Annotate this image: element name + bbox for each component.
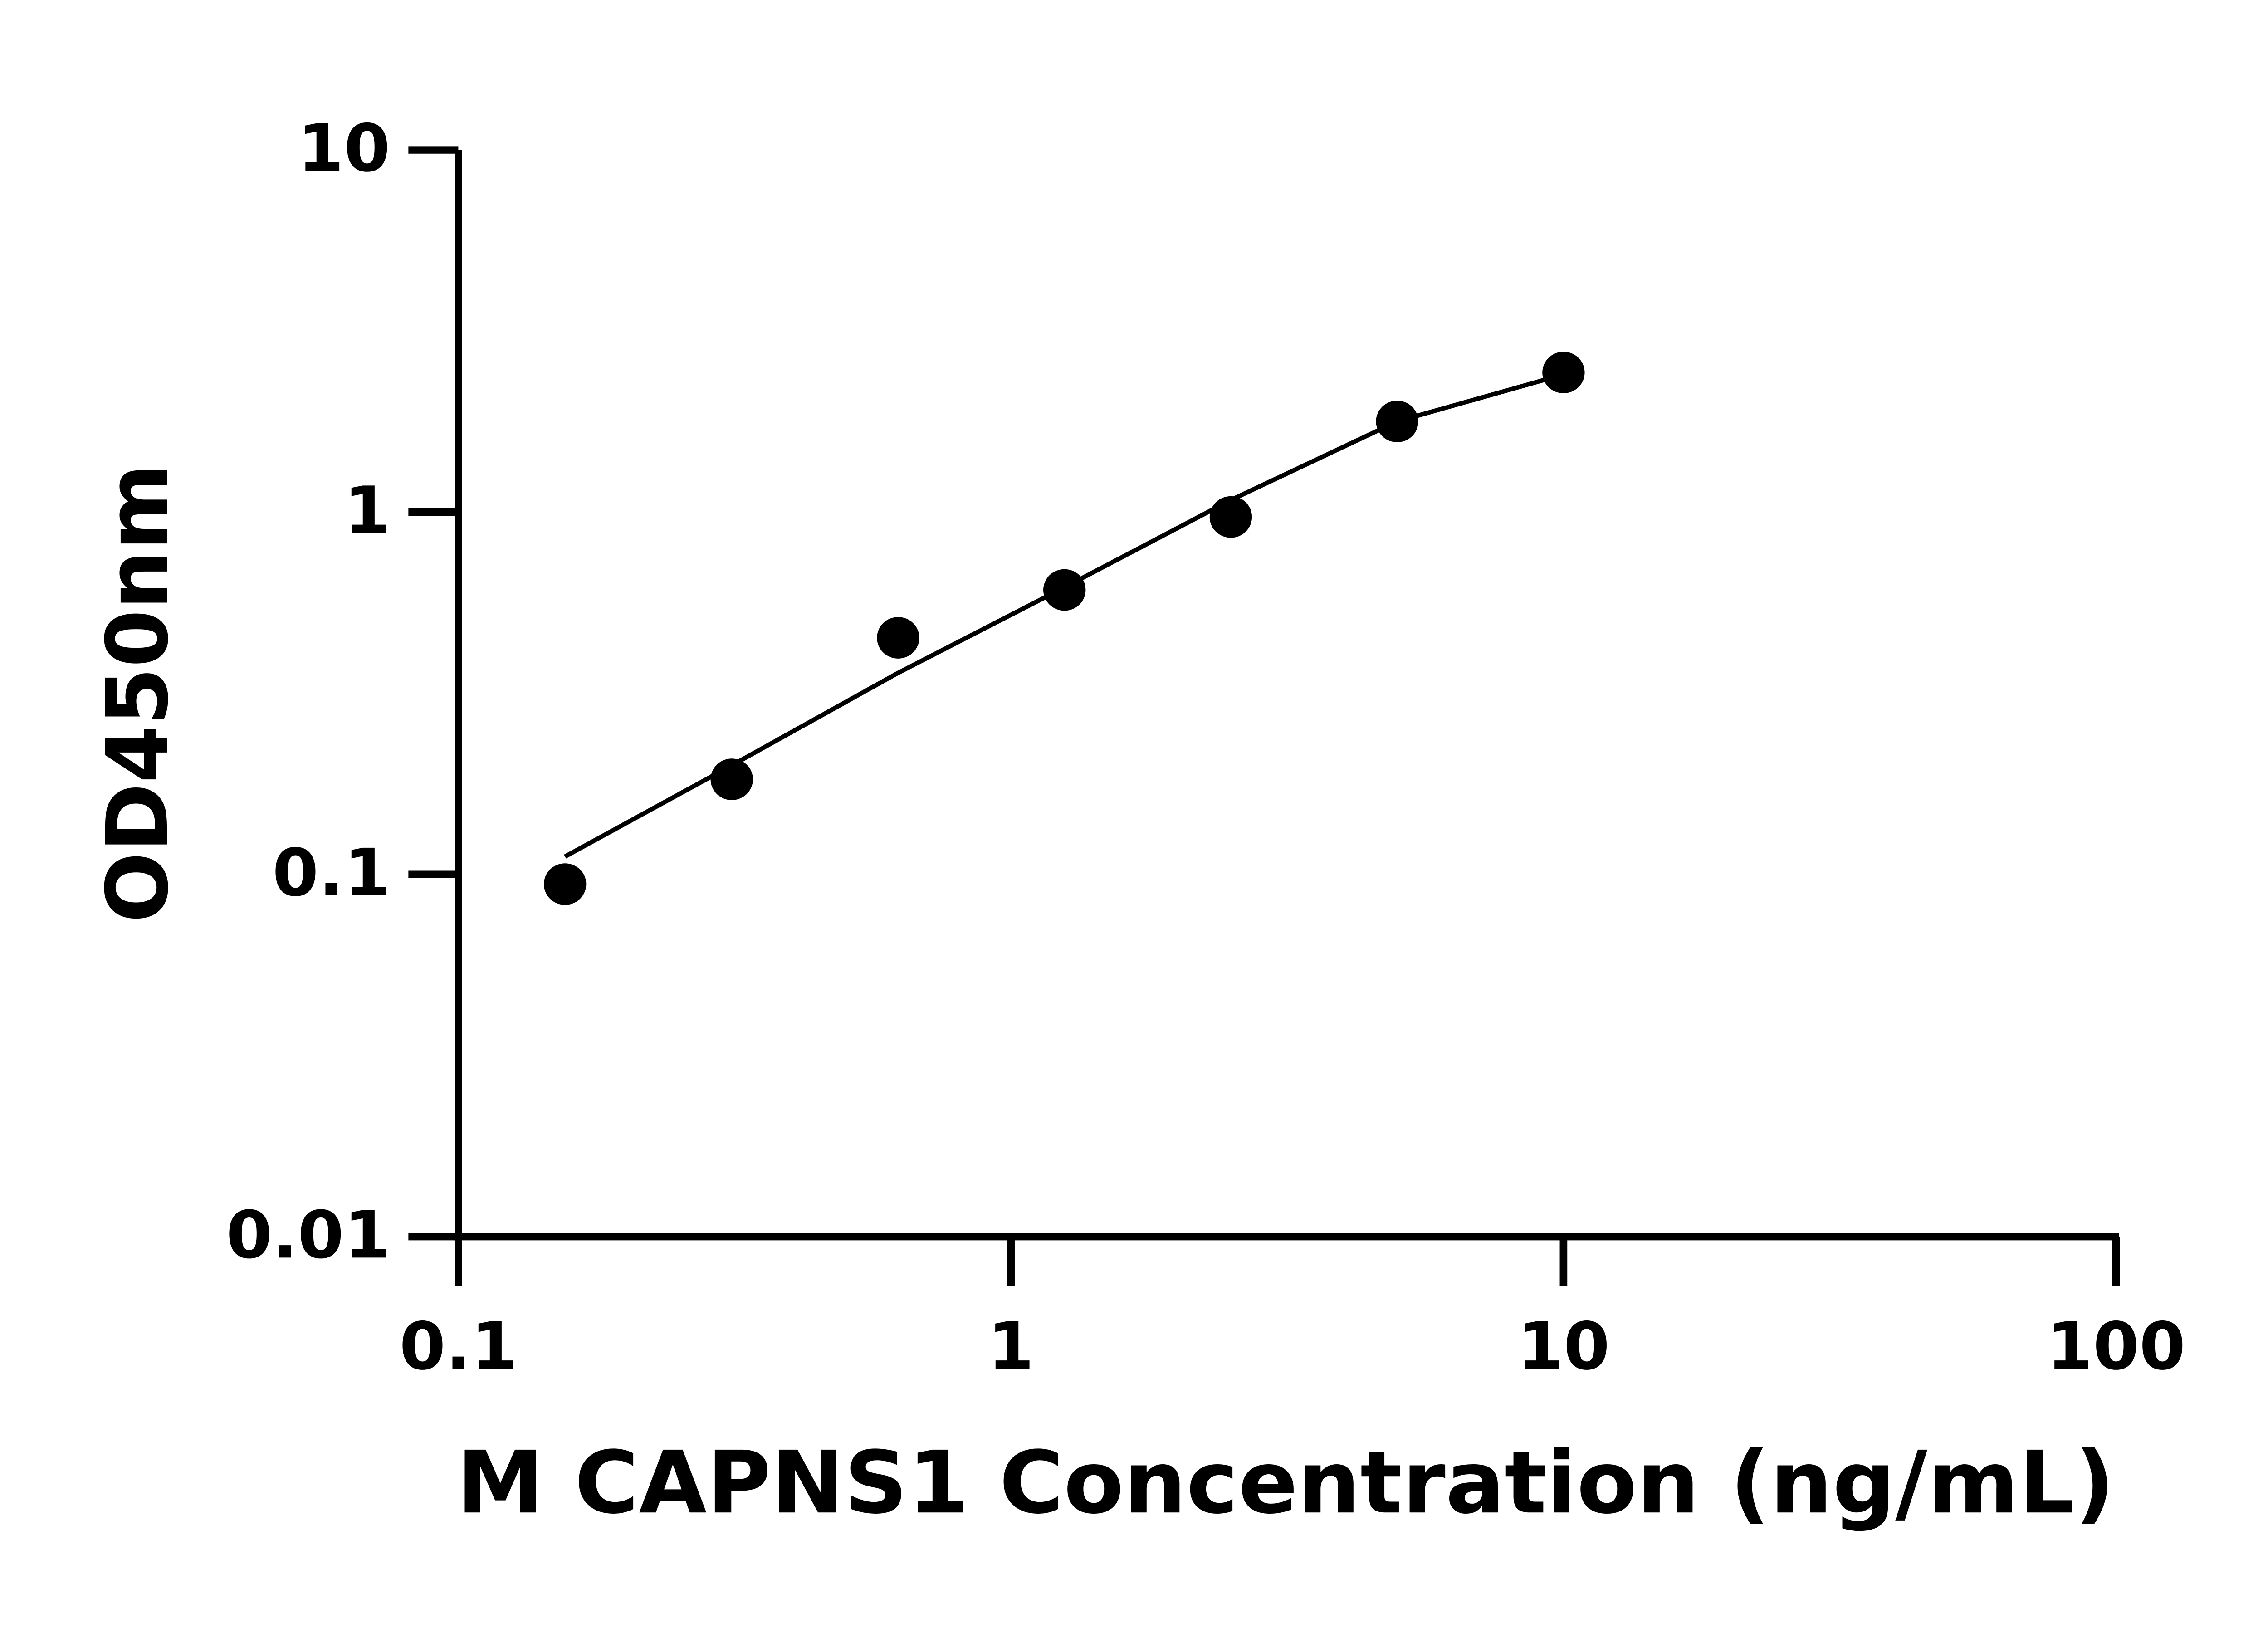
x-tick-label: 1 (988, 1309, 1034, 1384)
x-tick-label: 100 (2047, 1309, 2185, 1384)
x-tick-label: 10 (1517, 1309, 1610, 1384)
x-axis-label: M CAPNS1 Concentration (ng/mL) (457, 1433, 2115, 1533)
data-point (1043, 569, 1086, 611)
data-point (1542, 352, 1585, 393)
y-tick-label: 10 (298, 111, 390, 186)
y-tick-label: 0.01 (226, 1198, 390, 1273)
data-point (877, 617, 919, 659)
y-tick-label: 1 (344, 473, 390, 549)
x-tick-label: 0.1 (399, 1309, 517, 1384)
y-axis-label: OD450nm (88, 464, 187, 923)
data-point (543, 863, 587, 905)
y-tick-label: 0.1 (272, 835, 390, 911)
fit-curve (564, 372, 1564, 859)
